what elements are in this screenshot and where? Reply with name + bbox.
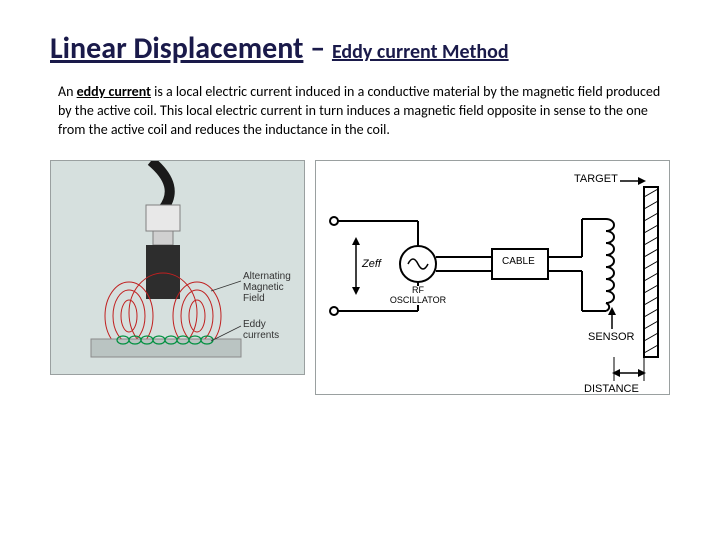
figure-eddy-probe: AlternatingMagnetic Field Eddy currents [50, 160, 305, 375]
label-target: TARGET [574, 173, 618, 185]
body-bold-term: eddy current [77, 83, 151, 100]
label-cable: CABLE [502, 256, 535, 267]
figure-schematic: Zeff RFOSCILLATOR CABLE TARGET SENSOR DI… [315, 160, 670, 395]
label-eddy-text: Eddy currents [243, 319, 279, 341]
title-main: Linear Displacement [50, 30, 303, 67]
eddy-probe-svg [51, 161, 305, 375]
label-amf-text: AlternatingMagnetic Field [243, 271, 291, 304]
title-dash: – [303, 30, 332, 67]
label-rf-osc: RFOSCILLATOR [386, 286, 450, 306]
label-sensor: SENSOR [588, 331, 634, 343]
body-paragraph: An eddy current is a local electric curr… [50, 83, 670, 140]
slide-title: Linear Displacement – Eddy current Metho… [50, 30, 670, 67]
label-amf: AlternatingMagnetic Field [243, 271, 304, 304]
body-lead: An [58, 83, 77, 100]
label-eddy: Eddy currents [243, 319, 304, 341]
label-distance: DISTANCE [584, 383, 639, 395]
title-sub: Eddy current Method [332, 40, 509, 64]
figures-row: AlternatingMagnetic Field Eddy currents [50, 160, 670, 395]
schematic-svg [316, 161, 671, 396]
label-zeff: Zeff [362, 258, 381, 270]
